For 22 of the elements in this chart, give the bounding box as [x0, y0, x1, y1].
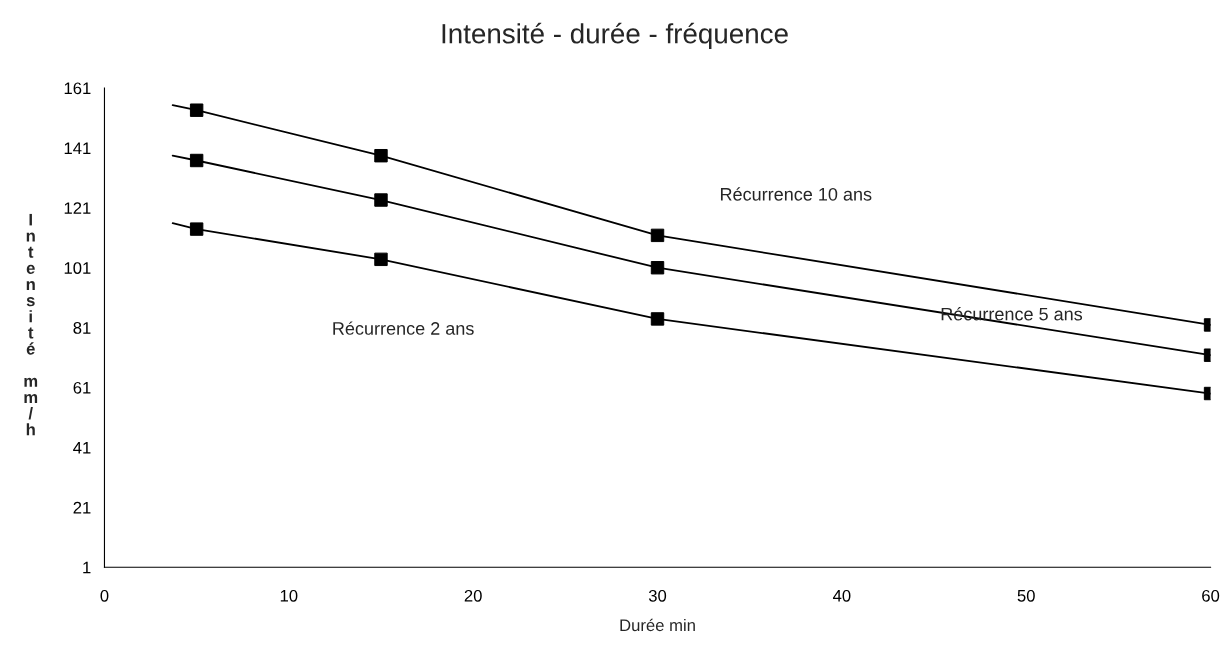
x-tick-label: 50 — [1017, 589, 1035, 602]
x-tick-label: 60 — [1202, 589, 1220, 602]
y-tick-label: 41 — [73, 442, 91, 454]
x-tick-label: 30 — [648, 589, 667, 602]
y-tick-label: 101 — [64, 262, 91, 274]
x-tick-label: 40 — [832, 589, 851, 602]
y-tick-label: 81 — [73, 322, 91, 334]
y-tick-label: 61 — [73, 381, 91, 394]
x-tick-label: 20 — [464, 589, 482, 602]
y-tick-label: 1 — [83, 561, 91, 574]
x-tick-label: 0 — [100, 589, 109, 602]
annotation: Récurrence 10 ans — [720, 187, 872, 201]
annotation: Récurrence 5 ans — [941, 307, 1083, 321]
y-tick-label: 161 — [64, 82, 91, 95]
y-tick-label: 121 — [64, 202, 91, 214]
y-tick-label: 21 — [73, 501, 91, 514]
x-tick-label: 10 — [280, 589, 298, 602]
x-axis-title: Durée min — [620, 618, 695, 632]
annotation: Récurrence 2 ans — [333, 321, 474, 335]
y-tick-label: 141 — [64, 142, 91, 154]
chart-title: Intensité - durée - fréquence — [442, 22, 788, 50]
text: Intensité mm/h — [24, 213, 38, 436]
